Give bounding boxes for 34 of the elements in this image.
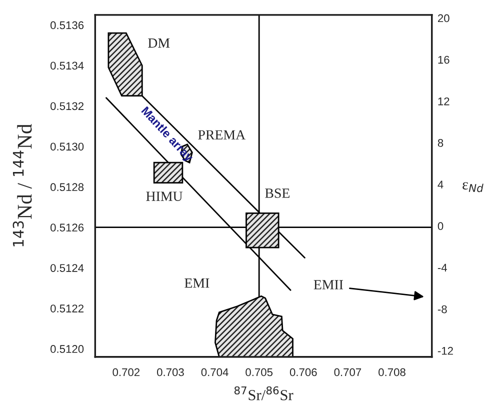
series-label: HIMU [146, 192, 182, 201]
y-tick-label: 0.5134 [50, 62, 84, 70]
y2-axis-title: ε$_{Nd}$ [462, 182, 484, 192]
y2-tick-label: 16 [438, 56, 450, 64]
y-tick-label: 0.5136 [50, 21, 84, 30]
series-label: EMI [184, 278, 210, 288]
series-label: PREMA [198, 130, 246, 140]
annotation: EMII [314, 280, 344, 290]
y-tick-label: 0.5130 [50, 142, 84, 151]
y2-tick-label: 8 [438, 139, 444, 147]
x-tick-label: 0.702 [112, 368, 140, 376]
x-tick-label: 0.704 [201, 368, 228, 376]
x-tick-label: 0.703 [157, 368, 184, 376]
x-tick-label: 0.706 [290, 368, 317, 376]
y-tick-label: 0.5122 [50, 304, 84, 312]
series-label: BSE [265, 188, 290, 198]
y2-tick-label: 12 [438, 97, 450, 106]
y2-tick-label: 0 [438, 222, 444, 230]
y2-tick-label: 20 [438, 14, 450, 22]
y-tick-label: 0.5132 [50, 102, 84, 110]
x-axis-title: $^{87}$Sr/$^{86}$Sr [234, 386, 294, 400]
y2-tick-label: -12 [438, 346, 453, 355]
y-tick-label: 0.5124 [50, 264, 84, 272]
x-tick-label: 0.707 [334, 368, 362, 376]
y-axis-title: $^{143}$Nd / $^{144}$Nd [12, 124, 32, 246]
series-label: DM [148, 38, 170, 48]
y-tick-label: 0.5120 [50, 345, 84, 353]
x-tick-label: 0.705 [246, 368, 273, 376]
y2-tick-label: 4 [438, 180, 444, 188]
y2-tick-label: -4 [438, 264, 447, 272]
x-tick-label: 0.708 [378, 368, 406, 376]
y-tick-label: 0.5126 [50, 224, 84, 232]
y2-tick-label: -8 [438, 305, 447, 314]
y-tick-label: 0.5128 [50, 183, 84, 192]
